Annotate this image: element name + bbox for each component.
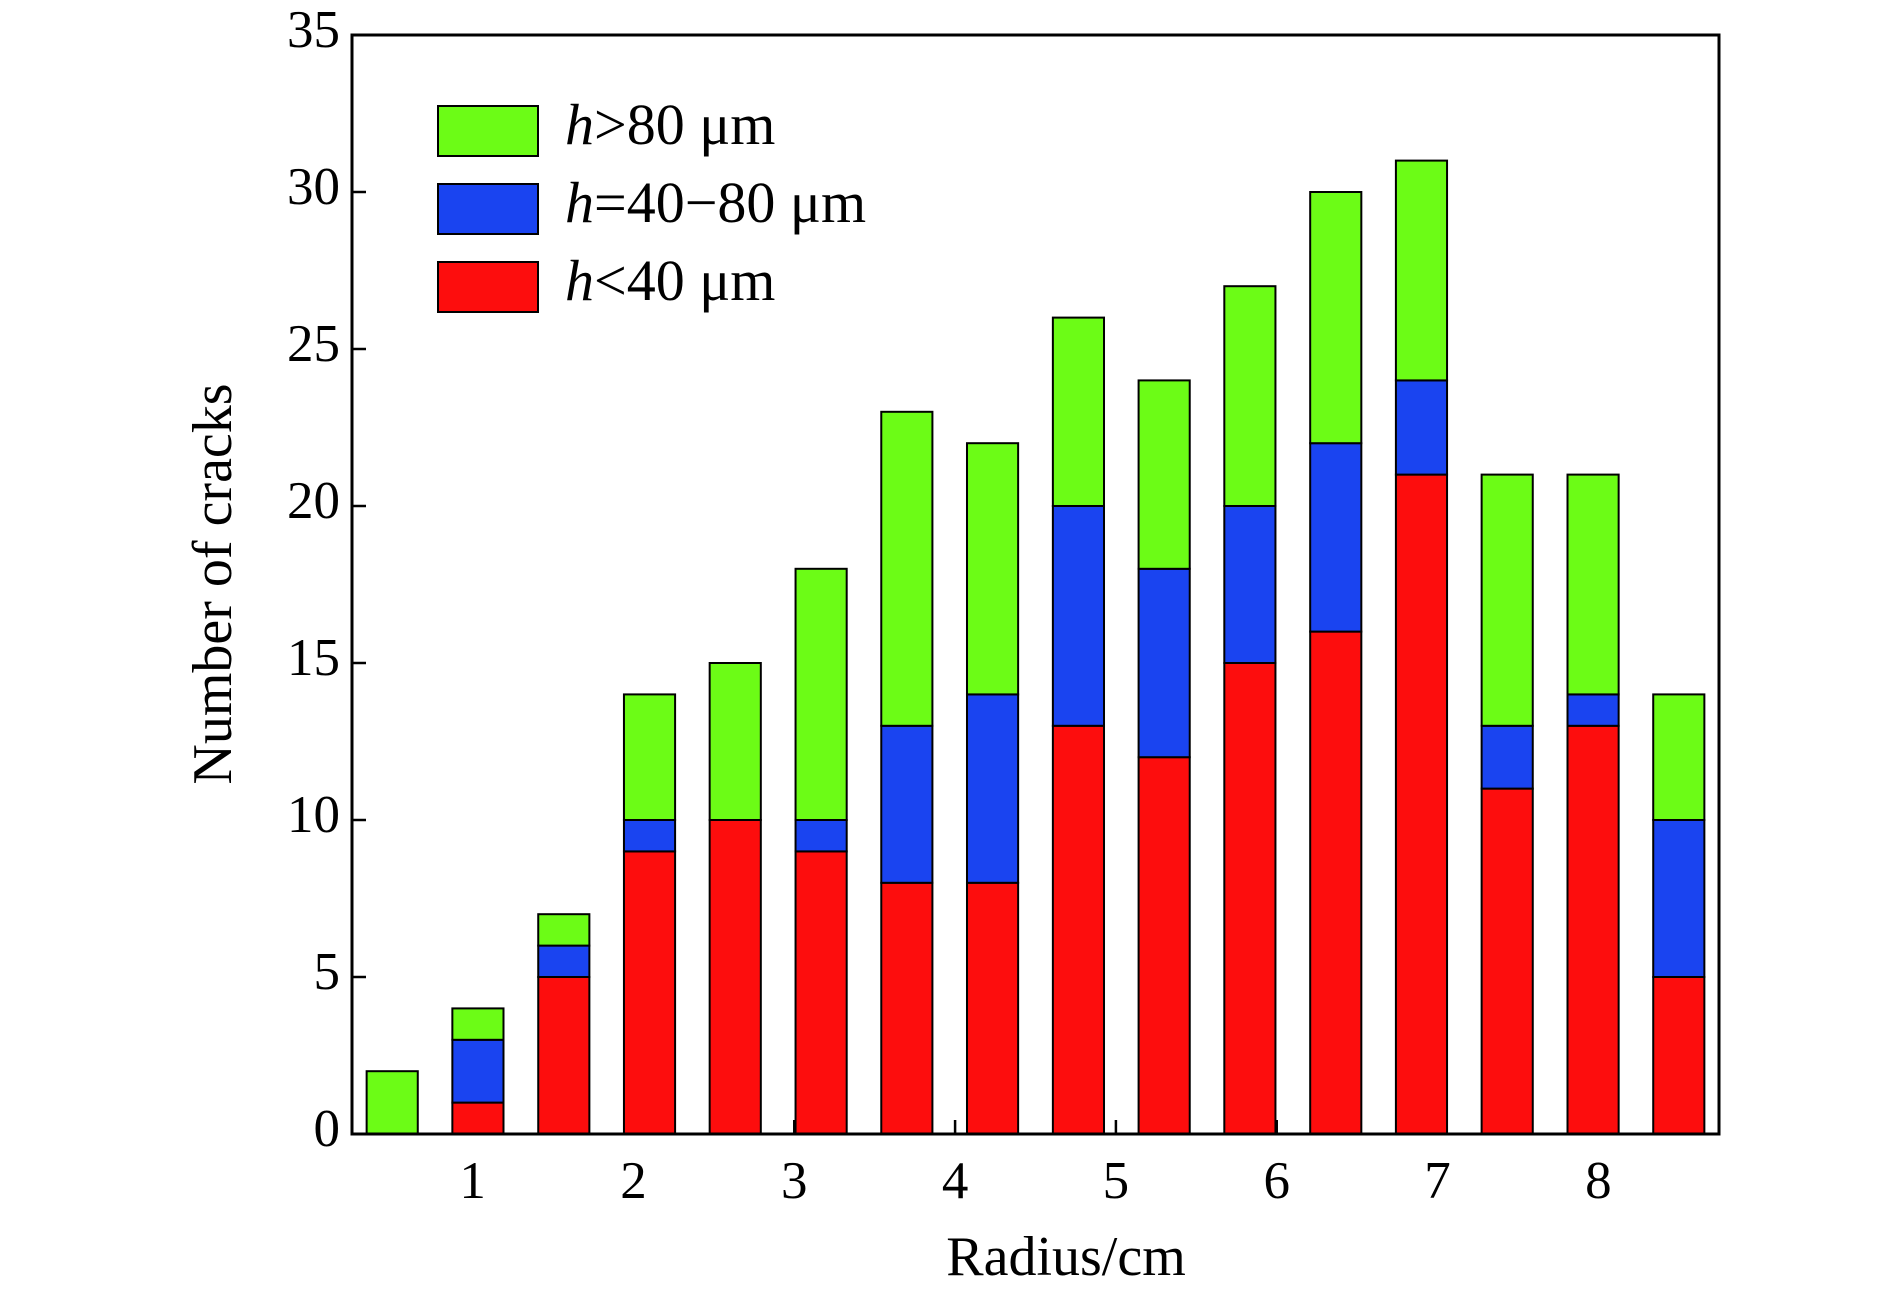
y-tick-label: 15: [287, 629, 340, 687]
x-tick-label: 4: [942, 1152, 969, 1210]
bar-segment: [965, 442, 1020, 696]
bar-segment: [1309, 191, 1363, 445]
y-tick-label: 20: [287, 472, 340, 530]
plot-frame: [350, 33, 1721, 1136]
y-tick-label: 30: [287, 158, 340, 216]
bar-segment: [1394, 159, 1449, 382]
legend-label: h>80 μm: [565, 92, 775, 157]
bar-segment: [880, 724, 934, 884]
legend-label: h=40−80 μm: [565, 170, 866, 235]
x-tick-label: 2: [620, 1152, 647, 1210]
bar-segment: [451, 1007, 505, 1041]
bar-segment: [622, 693, 677, 822]
bar-segment: [1051, 505, 1106, 727]
bar-segment: [965, 881, 1020, 1135]
bar-segment: [1652, 693, 1706, 822]
bar-segment: [1652, 819, 1706, 978]
bar-segment: [708, 662, 762, 821]
bar-segment: [1480, 724, 1534, 790]
legend-swatch: [437, 261, 539, 313]
bar-segment: [1394, 379, 1449, 476]
x-tick-label: 3: [781, 1152, 808, 1210]
bar-segment: [537, 976, 591, 1135]
bar-segment: [451, 1038, 505, 1104]
bar-segment: [794, 819, 848, 853]
x-tick-label: 5: [1103, 1152, 1130, 1210]
bar-segment: [1051, 724, 1106, 1135]
bar-segment: [708, 819, 762, 1135]
bar-segment: [1394, 473, 1449, 1136]
bar-segment: [1480, 787, 1534, 1135]
bar-segment: [794, 567, 848, 821]
bar-segment: [1309, 630, 1363, 1135]
x-axis-label: Radius/cm: [946, 1226, 1186, 1288]
bar-segment: [1480, 473, 1534, 727]
bar-segment: [1223, 285, 1277, 508]
y-tick-label: 25: [287, 315, 340, 373]
bar-segment: [1223, 505, 1277, 664]
bar-segment: [880, 881, 934, 1135]
bar-segment: [1137, 567, 1191, 759]
x-tick-label: 1: [459, 1152, 486, 1210]
bar-segment: [622, 819, 677, 853]
x-tick-label: 7: [1424, 1152, 1451, 1210]
legend-swatch: [437, 105, 539, 157]
bar-segment: [1566, 724, 1620, 1135]
bar-segment: [1566, 473, 1620, 696]
y-tick-label: 5: [314, 943, 341, 1001]
legend-label: h<40 μm: [565, 248, 775, 313]
y-tick-label: 10: [287, 786, 340, 844]
bar-segment: [622, 850, 677, 1136]
x-tick-label: 6: [1263, 1152, 1290, 1210]
bar-segment: [1051, 316, 1106, 507]
bar-segment: [537, 944, 591, 978]
bar-segment: [365, 1070, 419, 1135]
bar-segment: [1652, 976, 1706, 1135]
y-tick-label: 0: [314, 1100, 341, 1158]
bar-segment: [1223, 662, 1277, 1135]
y-tick-label: 35: [287, 1, 340, 59]
bar-segment: [794, 850, 848, 1136]
bar-segment: [1137, 756, 1191, 1135]
y-axis-label: Number of cracks: [182, 383, 244, 784]
bar-segment: [451, 1101, 505, 1135]
bar-segment: [965, 693, 1020, 884]
bar-segment: [1309, 442, 1363, 633]
legend-swatch: [437, 183, 539, 235]
x-tick-label: 8: [1585, 1152, 1612, 1210]
bar-segment: [537, 913, 591, 947]
bar-segment: [1566, 693, 1620, 727]
bar-segment: [1137, 379, 1191, 570]
bar-segment: [880, 410, 934, 727]
